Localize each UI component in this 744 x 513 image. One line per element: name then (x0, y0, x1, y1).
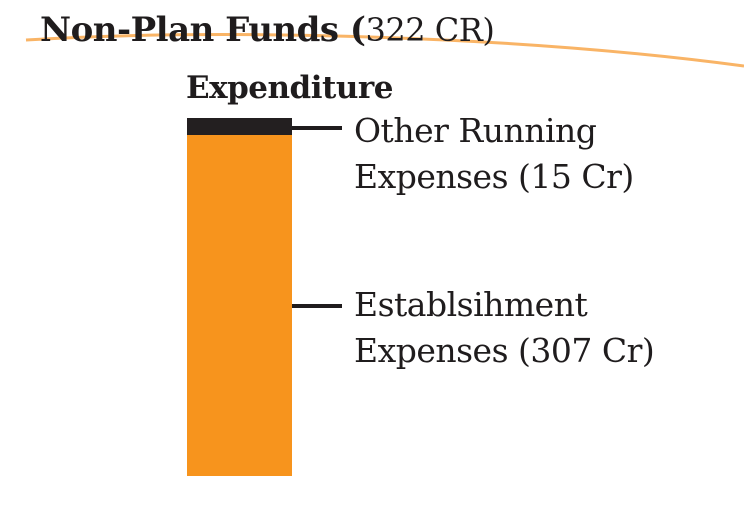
segment-label-value: Expenses (307 Cr) (354, 331, 655, 370)
leader-line-2 (292, 304, 342, 308)
segment-label-2: Establsihment Expenses (307 Cr) (354, 282, 655, 374)
chart-title-total: 322 CR) (365, 11, 495, 49)
stacked-bar (187, 118, 292, 476)
bar-segment-2 (187, 135, 292, 476)
segment-label-1: Other Running Expenses (15 Cr) (354, 108, 634, 200)
leader-line-1 (292, 126, 342, 130)
chart-title-main: Non-Plan Funds ( (40, 10, 366, 50)
bar-segment-1 (187, 118, 292, 135)
orange-arc-line (25, 33, 744, 68)
segment-label-value: Expenses (15 Cr) (354, 157, 634, 196)
segment-label-name: Other Running (354, 111, 597, 150)
segment-label-name: Establsihment (354, 285, 588, 324)
chart-title: Non-Plan Funds (322 CR) (40, 8, 495, 52)
decorative-curve (25, 33, 744, 68)
bar-category-label: Expenditure (186, 70, 393, 106)
